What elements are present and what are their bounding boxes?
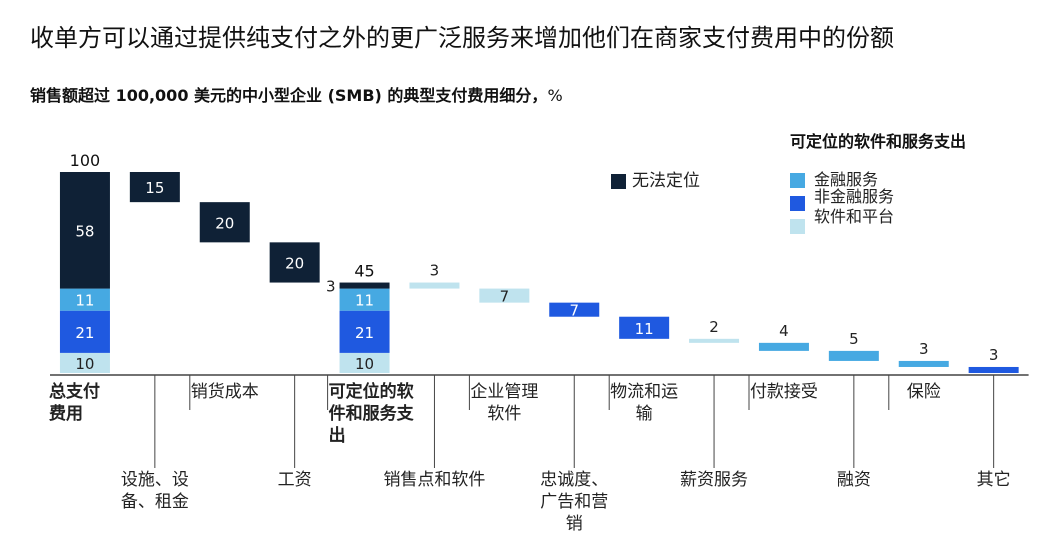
legend-label-unaddressable: 无法定位 [632,171,700,191]
category-label: 可定位的软 [329,381,414,402]
total-value-label: 45 [354,262,374,281]
total-value-label: 100 [70,151,101,170]
category-label: 保险 [907,382,941,402]
category-label: 输 [636,404,653,424]
category-label: 广告和营 [540,492,608,512]
category-label: 备、租金 [121,492,189,512]
bar-segment-nonfinancial [339,310,390,353]
step-value-label: 3 [989,346,999,364]
category-label: 销 [566,514,583,534]
category-label: 付款接受 [750,382,818,402]
category-label: 费用 [49,403,83,424]
step-bar [129,172,180,203]
category-label: 忠诚度、 [540,470,608,490]
bar-segment-software [339,352,390,373]
legend-label-financial: 金融服务 [814,170,878,189]
step-bar [828,350,879,361]
bar-segment-financial [339,288,390,311]
bar-segment-financial [59,288,110,311]
legend-swatch-nonfinancial [790,196,805,211]
category-label: 出 [329,425,346,446]
step-bar [968,366,1019,373]
step-value-label: 3 [919,340,929,358]
step-bar [269,242,320,283]
step-bar [409,282,460,289]
category-label: 销售点和软件 [383,470,485,490]
legend-swatch-financial [790,173,805,188]
legend-swatch-dark [611,174,626,189]
chart-subtitle: 销售额超过 100,000 美元的中小型企业 (SMB) 的典型支付费用细分，% [30,82,563,106]
subtitle-text: 销售额超过 100,000 美元的中小型企业 (SMB) 的典型支付费用细分， [30,86,548,105]
category-label: 设施、设 [121,470,189,490]
segment-value-label: 21 [355,324,374,342]
segment-value-label: 11 [75,292,94,310]
step-bar [199,202,250,243]
step-value-label: 5 [849,330,859,348]
legend-title: 可定位的软件和服务支出 [790,132,966,151]
step-value-label: 15 [145,179,164,197]
category-label: 融资 [837,470,871,490]
segment-value-label: 10 [75,355,94,373]
legend-label-software: 软件和平台 [814,207,894,226]
legend-swatch-software [790,219,805,234]
bar-segment-dark [59,172,110,289]
step-value-label: 11 [635,320,654,338]
step-value-label: 7 [500,288,510,306]
step-bar [619,316,670,339]
category-label: 企业管理 [470,382,538,402]
step-value-label: 2 [709,318,719,336]
step-value-label: 3 [430,262,440,280]
step-bar [689,338,740,343]
category-label: 销货成本 [191,382,259,402]
step-bar [898,360,949,367]
segment-value-label: 21 [75,324,94,342]
category-label: 物流和运 [610,382,678,402]
step-value-label: 20 [285,254,304,272]
bar-segment-nonfinancial [59,310,110,353]
segment-value-label: 11 [355,292,374,310]
category-label: 薪资服务 [680,470,748,490]
step-bar [479,288,530,303]
category-label: 软件 [487,404,521,424]
category-label: 工资 [278,470,312,490]
step-value-label: 20 [215,214,234,232]
legend-label-nonfinancial: 非金融服务 [814,187,894,206]
bar-segment-dark [339,282,390,289]
chart-title: 收单方可以通过提供纯支付之外的更广泛服务来增加他们在商家支付费用中的份额 [30,24,894,52]
step-bar [549,302,600,317]
category-label: 件和服务支 [329,403,415,424]
step-value-label: 4 [779,322,789,340]
step-value-label: 7 [569,302,579,320]
category-label: 总支付 [49,381,100,402]
category-label: 其它 [977,470,1011,490]
bar-segment-software [59,352,110,373]
subtitle-unit: % [547,86,563,105]
segment-value-label: 3 [326,278,336,296]
segment-value-label: 58 [75,222,94,240]
segment-value-label: 10 [355,355,374,373]
step-bar [758,342,809,351]
